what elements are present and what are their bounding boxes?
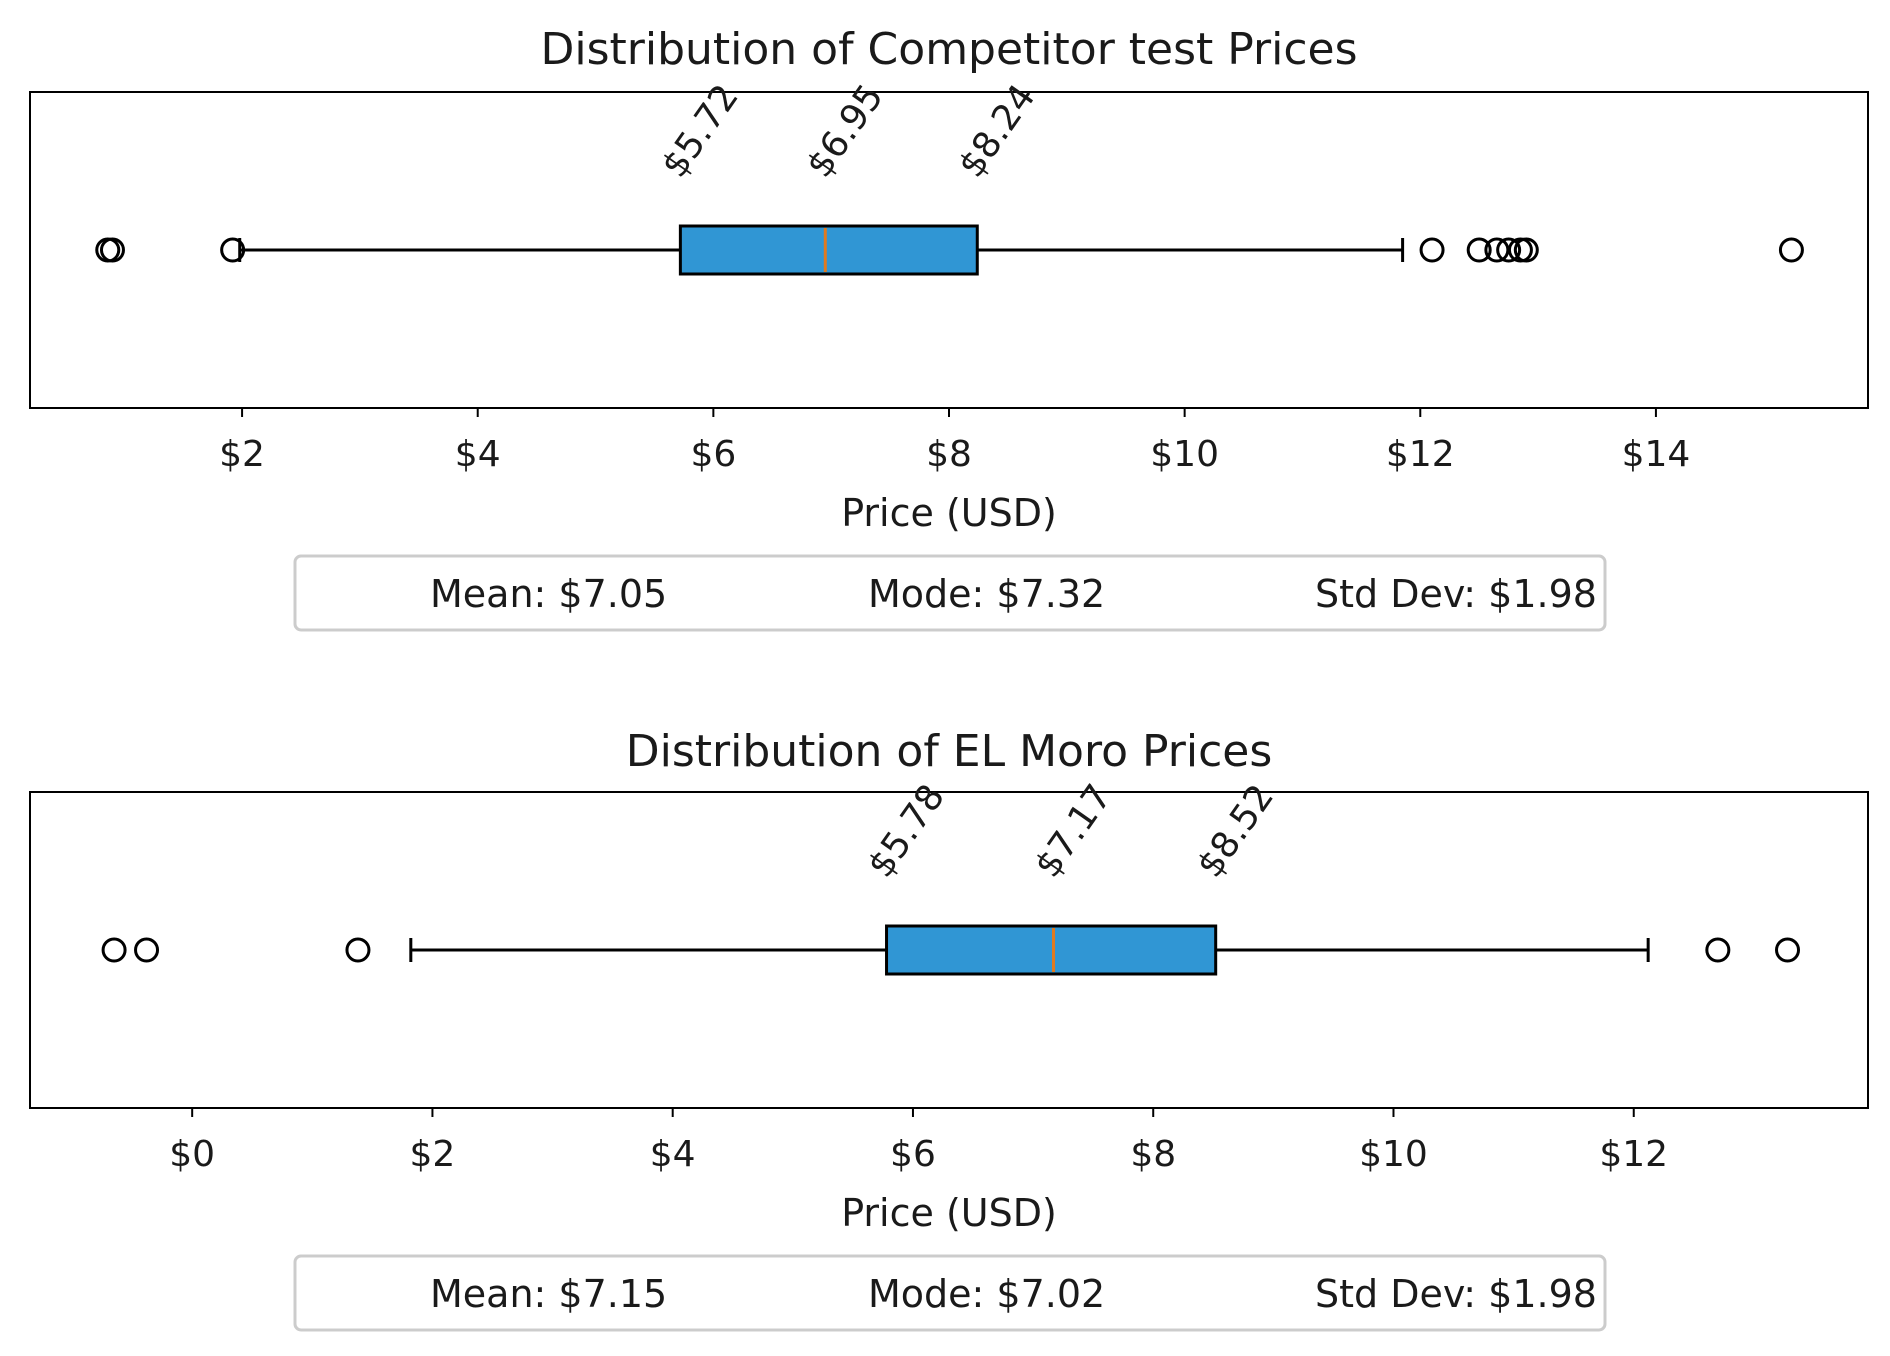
chart-2-xtick-label: $4 xyxy=(650,1134,696,1175)
chart-1-xtick-label: $6 xyxy=(690,434,736,475)
chart-2-xtick-label: $6 xyxy=(890,1134,936,1175)
chart-2-xtick-label: $0 xyxy=(169,1134,215,1175)
chart-1-quartile-label: $6.95 xyxy=(799,77,892,185)
chart-2-outlier-point xyxy=(101,937,127,963)
chart-2-quartile-label: $5.78 xyxy=(860,777,953,885)
chart-1: Distribution of Competitor test Prices $2… xyxy=(29,24,1869,632)
chart-1-outlier-point xyxy=(99,237,125,263)
chart-2-stat-text: Mean: $7.15 xyxy=(430,1272,667,1316)
chart-1-stat-text: Mean: $7.05 xyxy=(430,572,667,616)
chart-1-outlier-point xyxy=(220,237,246,263)
chart-1-stat-text: Std Dev: $1.98 xyxy=(1315,572,1597,616)
chart-2-outlier-point xyxy=(1705,937,1731,963)
chart-2-title: Distribution of EL Moro Prices xyxy=(626,726,1273,777)
chart-1-xtick-label: $4 xyxy=(455,434,501,475)
chart-2-outlier-point xyxy=(1775,937,1801,963)
chart-1-stats-box xyxy=(293,554,1607,632)
chart-1-xtick-label: $8 xyxy=(926,434,972,475)
chart-2-xtick-label: $12 xyxy=(1599,1134,1668,1175)
chart-2-xtick-label: $8 xyxy=(1130,1134,1176,1175)
chart-2-stats-box xyxy=(293,1254,1607,1332)
chart-2-xtick-label: $10 xyxy=(1359,1134,1428,1175)
chart-1-box xyxy=(678,224,979,276)
chart-1-xtick-label: $10 xyxy=(1150,434,1219,475)
chart-2-stat-text: Mode: $7.02 xyxy=(868,1272,1105,1316)
chart-2-outlier-point xyxy=(345,937,371,963)
chart-2-quartile-label: $8.52 xyxy=(1189,777,1282,885)
chart-1-outlier-point xyxy=(1419,237,1445,263)
chart-2-xlabel: Price (USD) xyxy=(841,1191,1057,1235)
chart-2-axes-frame xyxy=(29,791,1869,1109)
chart-1-outlier-point xyxy=(1778,237,1804,263)
chart-2-box xyxy=(885,924,1218,976)
chart-2-stat-text: Std Dev: $1.98 xyxy=(1315,1272,1597,1316)
chart-2-quartile-label: $7.17 xyxy=(1027,777,1120,885)
chart-2-xtick-label: $2 xyxy=(410,1134,456,1175)
chart-1-outlier-point xyxy=(1513,237,1539,263)
chart-1-outlier-point xyxy=(1484,237,1510,263)
chart-1-xtick-label: $14 xyxy=(1622,434,1691,475)
chart-1-quartile-label: $8.24 xyxy=(951,77,1044,185)
chart-1-xtick-label: $12 xyxy=(1386,434,1455,475)
chart-2-outlier-point xyxy=(134,937,160,963)
chart-1-quartile-label: $5.72 xyxy=(654,77,747,185)
chart-1-xtick-label: $2 xyxy=(219,434,265,475)
chart-1-title: Distribution of Competitor test Prices xyxy=(540,24,1357,75)
chart-2: Distribution of EL Moro Prices $0 $2 $4 $6 $8… xyxy=(29,726,1869,1332)
chart-1-outlier-point xyxy=(1466,237,1492,263)
chart-1-stat-text: Mode: $7.32 xyxy=(868,572,1105,616)
chart-1-outlier-point xyxy=(1496,237,1522,263)
chart-1-xlabel: Price (USD) xyxy=(841,491,1057,535)
